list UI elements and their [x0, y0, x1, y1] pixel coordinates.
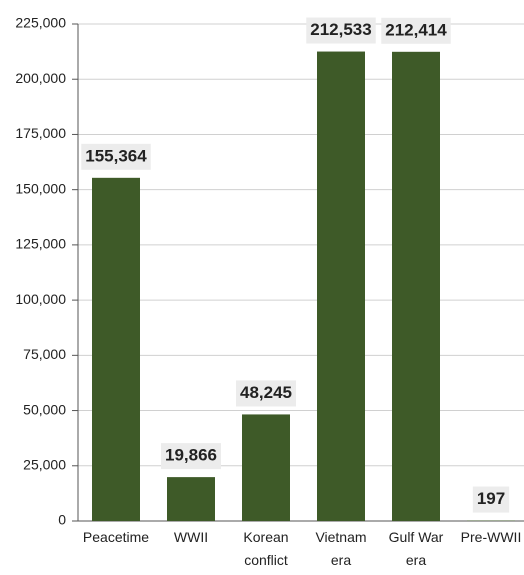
value-label-bg	[472, 486, 510, 513]
value-label-bg	[381, 17, 451, 44]
y-tick-label: 0	[58, 512, 66, 528]
value-label: 212,414	[385, 20, 447, 39]
y-tick-label: 50,000	[23, 401, 66, 417]
bar	[242, 414, 290, 521]
x-tick-label: Gulf War era	[389, 529, 444, 568]
y-tick-label: 175,000	[15, 125, 66, 141]
value-label-bg	[306, 17, 376, 44]
bar	[167, 477, 215, 521]
bar	[317, 51, 365, 522]
x-tick-label: Peacetime	[83, 529, 149, 545]
x-tick-label: Pre-WWII	[461, 529, 522, 545]
y-tick-label: 100,000	[15, 291, 66, 307]
y-tick-label: 225,000	[15, 15, 66, 31]
y-tick-label: 125,000	[15, 236, 66, 252]
value-label-bg	[236, 380, 296, 407]
value-label: 48,245	[240, 383, 292, 402]
value-label: 197	[477, 489, 505, 508]
x-tick-label: WWII	[174, 529, 208, 545]
value-label-bg	[81, 143, 151, 170]
bar	[92, 177, 140, 522]
value-label-bg	[161, 443, 221, 470]
value-label: 212,533	[310, 20, 371, 39]
value-label: 155,364	[85, 146, 147, 165]
y-tick-label: 25,000	[23, 456, 66, 472]
y-tick-label: 150,000	[15, 180, 66, 196]
y-tick-label: 75,000	[23, 346, 66, 362]
y-tick-label: 200,000	[15, 70, 66, 86]
value-label: 19,866	[165, 446, 217, 465]
x-tick-label: Korean conflict	[243, 529, 288, 568]
bar	[392, 51, 440, 521]
x-tick-label: Vietnam era	[315, 529, 366, 568]
